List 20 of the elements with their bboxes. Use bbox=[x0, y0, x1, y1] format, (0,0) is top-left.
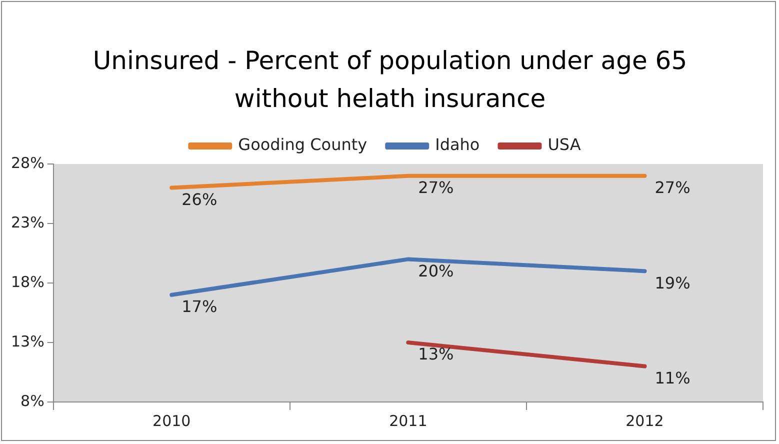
x-tick-label: 2012 bbox=[626, 412, 664, 430]
x-tick-label: 2010 bbox=[152, 412, 191, 430]
y-tick-label: 13% bbox=[10, 332, 44, 350]
data-label: 27% bbox=[654, 178, 690, 198]
legend-label: USA bbox=[548, 135, 581, 154]
y-tick-label: 18% bbox=[10, 272, 44, 291]
data-label: 27% bbox=[418, 178, 454, 198]
x-tick-label: 2011 bbox=[389, 412, 428, 430]
chart-title: Uninsured - Percent of population under age 65 without helath insurance bbox=[92, 45, 688, 115]
data-label: 13% bbox=[418, 344, 454, 364]
y-tick-label: 28% bbox=[10, 154, 44, 172]
data-label: 20% bbox=[418, 261, 454, 280]
y-tick-label: 8% bbox=[20, 392, 44, 410]
y-tick-label: 23% bbox=[10, 213, 44, 232]
data-label: 11% bbox=[654, 368, 690, 388]
legend-label: Idaho bbox=[435, 135, 480, 154]
data-label: 19% bbox=[654, 273, 690, 292]
data-label: 26% bbox=[182, 190, 218, 209]
legend-label: Gooding County bbox=[238, 135, 368, 154]
data-label: 17% bbox=[182, 297, 218, 316]
